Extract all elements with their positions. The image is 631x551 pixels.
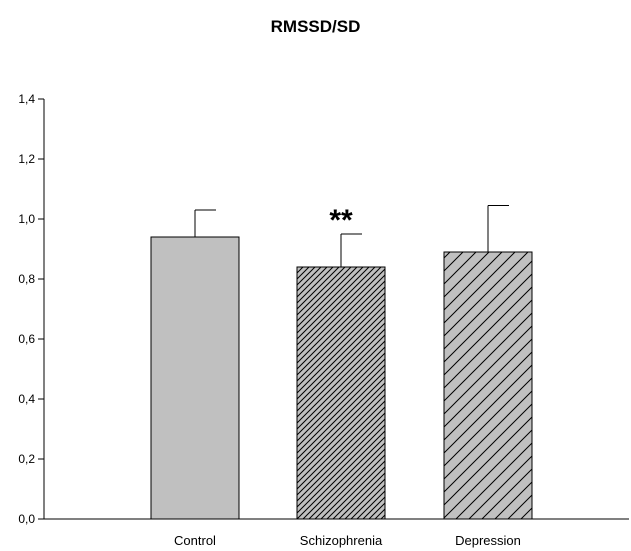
y-tick-label: 1,2: [18, 152, 35, 166]
y-tick-label: 1,4: [18, 92, 35, 106]
bar-control: [150, 236, 240, 520]
bar-depression: [443, 251, 533, 520]
y-tick-label: 0,6: [18, 332, 35, 346]
y-tick-label: 0,2: [18, 452, 35, 466]
y-tick-label: 0,8: [18, 272, 35, 286]
x-tick-label: Control: [174, 533, 216, 548]
y-tick-label: 0,0: [18, 512, 35, 526]
y-tick-label: 1,0: [18, 212, 35, 226]
bar-schizophrenia: [296, 266, 386, 520]
x-tick-label: Depression: [455, 533, 521, 548]
x-tick-label: Schizophrenia: [300, 533, 383, 548]
y-tick-label: 0,4: [18, 392, 35, 406]
chart-title: RMSSD/SD: [270, 17, 361, 36]
significance-annotation: **: [329, 204, 353, 237]
